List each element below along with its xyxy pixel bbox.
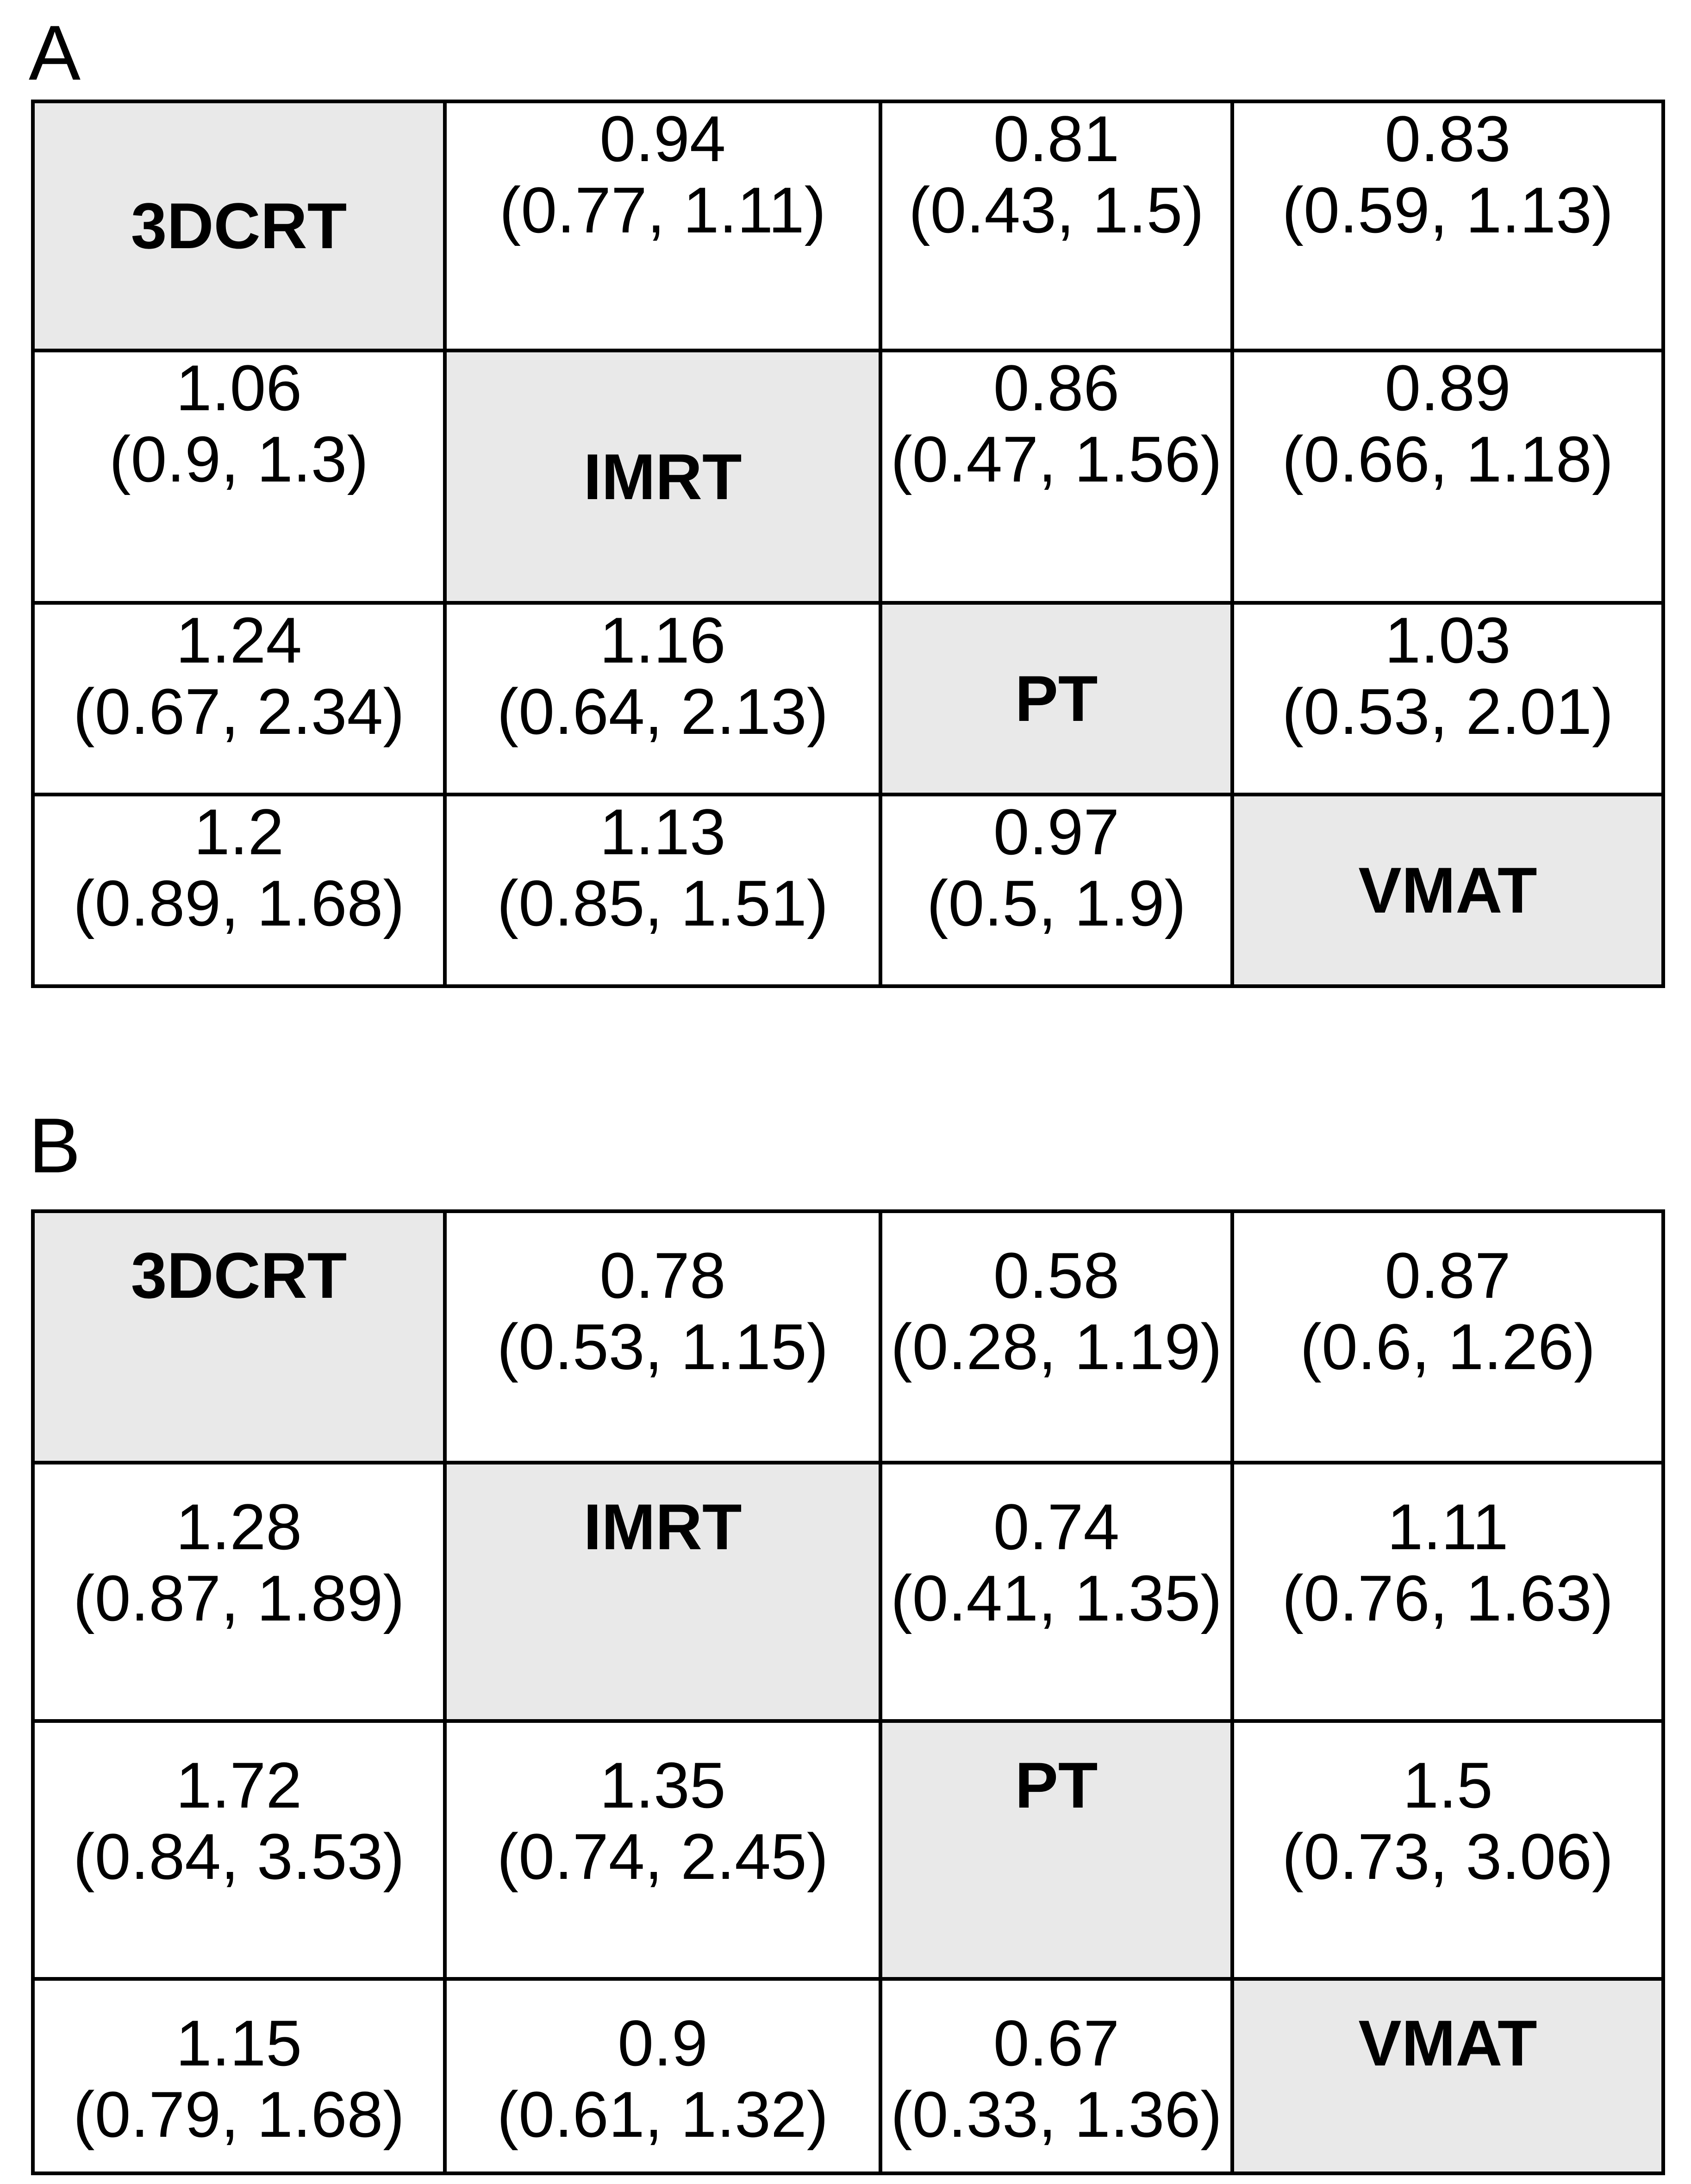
estimate: 1.72 [175, 1749, 302, 1821]
table-cell: 1.24 (0.67, 2.34) [31, 601, 447, 796]
table-row: 1.72 (0.84, 3.53) 1.35 (0.74, 2.45) PT 1… [31, 1719, 1665, 1981]
league-table-b: 3DCRT 0.78 (0.53, 1.15) 0.58 (0.28, 1.19… [31, 1209, 1665, 2175]
estimate: 0.58 [993, 1239, 1120, 1312]
confidence-interval: (0.64, 2.13) [497, 675, 829, 748]
estimate: 0.86 [993, 351, 1120, 424]
treatment-cell-vmat: VMAT [1230, 1977, 1665, 2175]
table-cell: 1.16 (0.64, 2.13) [443, 601, 882, 796]
estimate: 0.9 [618, 2007, 708, 2079]
estimate: 0.67 [993, 2007, 1120, 2079]
confidence-interval: (0.6, 1.26) [1300, 1310, 1596, 1383]
table-cell: 0.78 (0.53, 1.15) [443, 1209, 882, 1464]
treatment-cell-imrt: IMRT [443, 1461, 882, 1723]
confidence-interval: (0.53, 1.15) [497, 1310, 829, 1383]
confidence-interval: (0.77, 1.11) [499, 174, 826, 246]
confidence-interval: (0.79, 1.68) [73, 2078, 405, 2151]
table-cell: 0.87 (0.6, 1.26) [1230, 1209, 1665, 1464]
estimate: 1.28 [175, 1490, 302, 1563]
confidence-interval: (0.53, 2.01) [1282, 675, 1614, 748]
panel-b-label: B [29, 1102, 81, 1189]
estimate: 1.15 [175, 2007, 302, 2079]
table-cell: 1.03 (0.53, 2.01) [1230, 601, 1665, 796]
estimate: 0.81 [993, 102, 1120, 175]
confidence-interval: (0.59, 1.13) [1282, 174, 1614, 246]
confidence-interval: (0.74, 2.45) [497, 1820, 829, 1893]
table-cell: 0.94 (0.77, 1.11) [443, 100, 882, 352]
estimate: 1.5 [1403, 1749, 1493, 1821]
estimate: 1.11 [1387, 1490, 1509, 1563]
estimate: 1.13 [599, 795, 726, 868]
table-cell: 1.2 (0.89, 1.68) [31, 793, 447, 988]
estimate: 0.74 [993, 1490, 1120, 1563]
table-cell: 0.86 (0.47, 1.56) [879, 349, 1234, 605]
estimate: 0.97 [993, 795, 1120, 868]
confidence-interval: (0.5, 1.9) [926, 867, 1186, 939]
confidence-interval: (0.61, 1.32) [497, 2078, 829, 2151]
estimate: 1.06 [175, 351, 302, 424]
confidence-interval: (0.67, 2.34) [73, 675, 405, 748]
table-cell: 0.9 (0.61, 1.32) [443, 1977, 882, 2175]
estimate: 0.94 [599, 102, 726, 175]
estimate: 0.89 [1385, 351, 1511, 424]
table-cell: 1.15 (0.79, 1.68) [31, 1977, 447, 2175]
table-row: 1.2 (0.89, 1.68) 1.13 (0.85, 1.51) 0.97 … [31, 793, 1665, 988]
table-cell: 0.81 (0.43, 1.5) [879, 100, 1234, 352]
estimate: 0.83 [1385, 102, 1511, 175]
treatment-cell-pt: PT [879, 1719, 1234, 1981]
estimate: 1.35 [599, 1749, 726, 1821]
table-row: 1.06 (0.9, 1.3) IMRT 0.86 (0.47, 1.56) 0… [31, 349, 1665, 605]
table-row: 3DCRT 0.78 (0.53, 1.15) 0.58 (0.28, 1.19… [31, 1209, 1665, 1464]
confidence-interval: (0.9, 1.3) [109, 423, 369, 495]
table-cell: 1.35 (0.74, 2.45) [443, 1719, 882, 1981]
treatment-cell-imrt: IMRT [443, 349, 882, 605]
confidence-interval: (0.28, 1.19) [891, 1310, 1222, 1383]
confidence-interval: (0.43, 1.5) [908, 174, 1204, 246]
table-cell: 0.89 (0.66, 1.18) [1230, 349, 1665, 605]
confidence-interval: (0.76, 1.63) [1282, 1562, 1614, 1634]
league-table-a: 3DCRT 0.94 (0.77, 1.11) 0.81 (0.43, 1.5)… [31, 100, 1665, 988]
table-cell: 0.74 (0.41, 1.35) [879, 1461, 1234, 1723]
estimate: 1.2 [193, 795, 284, 868]
table-cell: 1.28 (0.87, 1.89) [31, 1461, 447, 1723]
estimate: 0.78 [599, 1239, 726, 1312]
panel-a-label: A [29, 9, 81, 96]
estimate: 1.24 [175, 604, 302, 676]
confidence-interval: (0.33, 1.36) [891, 2078, 1222, 2151]
table-cell: 0.83 (0.59, 1.13) [1230, 100, 1665, 352]
treatment-cell-3dcrt: 3DCRT [31, 1209, 447, 1464]
table-row: 1.24 (0.67, 2.34) 1.16 (0.64, 2.13) PT 1… [31, 601, 1665, 796]
confidence-interval: (0.89, 1.68) [73, 867, 405, 939]
table-cell: 1.72 (0.84, 3.53) [31, 1719, 447, 1981]
confidence-interval: (0.87, 1.89) [73, 1562, 405, 1634]
treatment-cell-pt: PT [879, 601, 1234, 796]
table-row: 1.28 (0.87, 1.89) IMRT 0.74 (0.41, 1.35)… [31, 1461, 1665, 1723]
confidence-interval: (0.73, 3.06) [1282, 1820, 1614, 1893]
table-cell: 1.11 (0.76, 1.63) [1230, 1461, 1665, 1723]
table-cell: 1.13 (0.85, 1.51) [443, 793, 882, 988]
treatment-cell-vmat: VMAT [1230, 793, 1665, 988]
table-cell: 0.67 (0.33, 1.36) [879, 1977, 1234, 2175]
table-row: 1.15 (0.79, 1.68) 0.9 (0.61, 1.32) 0.67 … [31, 1977, 1665, 2175]
table-row: 3DCRT 0.94 (0.77, 1.11) 0.81 (0.43, 1.5)… [31, 100, 1665, 352]
confidence-interval: (0.47, 1.56) [891, 423, 1222, 495]
table-cell: 1.06 (0.9, 1.3) [31, 349, 447, 605]
confidence-interval: (0.84, 3.53) [73, 1820, 405, 1893]
confidence-interval: (0.85, 1.51) [497, 867, 829, 939]
table-cell: 0.97 (0.5, 1.9) [879, 793, 1234, 988]
estimate: 1.03 [1385, 604, 1511, 676]
estimate: 1.16 [599, 604, 726, 676]
treatment-cell-3dcrt: 3DCRT [31, 100, 447, 352]
table-cell: 1.5 (0.73, 3.06) [1230, 1719, 1665, 1981]
table-cell: 0.58 (0.28, 1.19) [879, 1209, 1234, 1464]
confidence-interval: (0.41, 1.35) [891, 1562, 1222, 1634]
confidence-interval: (0.66, 1.18) [1282, 423, 1614, 495]
estimate: 0.87 [1385, 1239, 1511, 1312]
